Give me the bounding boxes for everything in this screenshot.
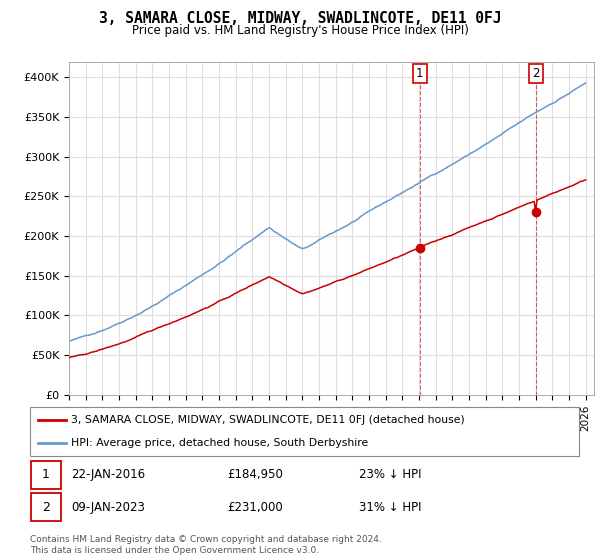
- Text: 1: 1: [416, 67, 424, 80]
- Text: £231,000: £231,000: [227, 501, 283, 514]
- Text: 1: 1: [42, 469, 50, 482]
- Text: 2: 2: [42, 501, 50, 514]
- Text: 3, SAMARA CLOSE, MIDWAY, SWADLINCOTE, DE11 0FJ (detached house): 3, SAMARA CLOSE, MIDWAY, SWADLINCOTE, DE…: [71, 416, 465, 426]
- FancyBboxPatch shape: [30, 407, 579, 456]
- FancyBboxPatch shape: [31, 493, 61, 521]
- Text: 3, SAMARA CLOSE, MIDWAY, SWADLINCOTE, DE11 0FJ: 3, SAMARA CLOSE, MIDWAY, SWADLINCOTE, DE…: [99, 11, 501, 26]
- Text: 09-JAN-2023: 09-JAN-2023: [71, 501, 145, 514]
- Text: Contains HM Land Registry data © Crown copyright and database right 2024.
This d: Contains HM Land Registry data © Crown c…: [30, 535, 382, 555]
- Text: 23% ↓ HPI: 23% ↓ HPI: [359, 469, 422, 482]
- Text: 22-JAN-2016: 22-JAN-2016: [71, 469, 145, 482]
- Text: 2: 2: [532, 67, 540, 80]
- Text: £184,950: £184,950: [227, 469, 284, 482]
- Text: 31% ↓ HPI: 31% ↓ HPI: [359, 501, 422, 514]
- Text: Price paid vs. HM Land Registry's House Price Index (HPI): Price paid vs. HM Land Registry's House …: [131, 24, 469, 36]
- Text: HPI: Average price, detached house, South Derbyshire: HPI: Average price, detached house, Sout…: [71, 438, 368, 448]
- FancyBboxPatch shape: [31, 461, 61, 489]
